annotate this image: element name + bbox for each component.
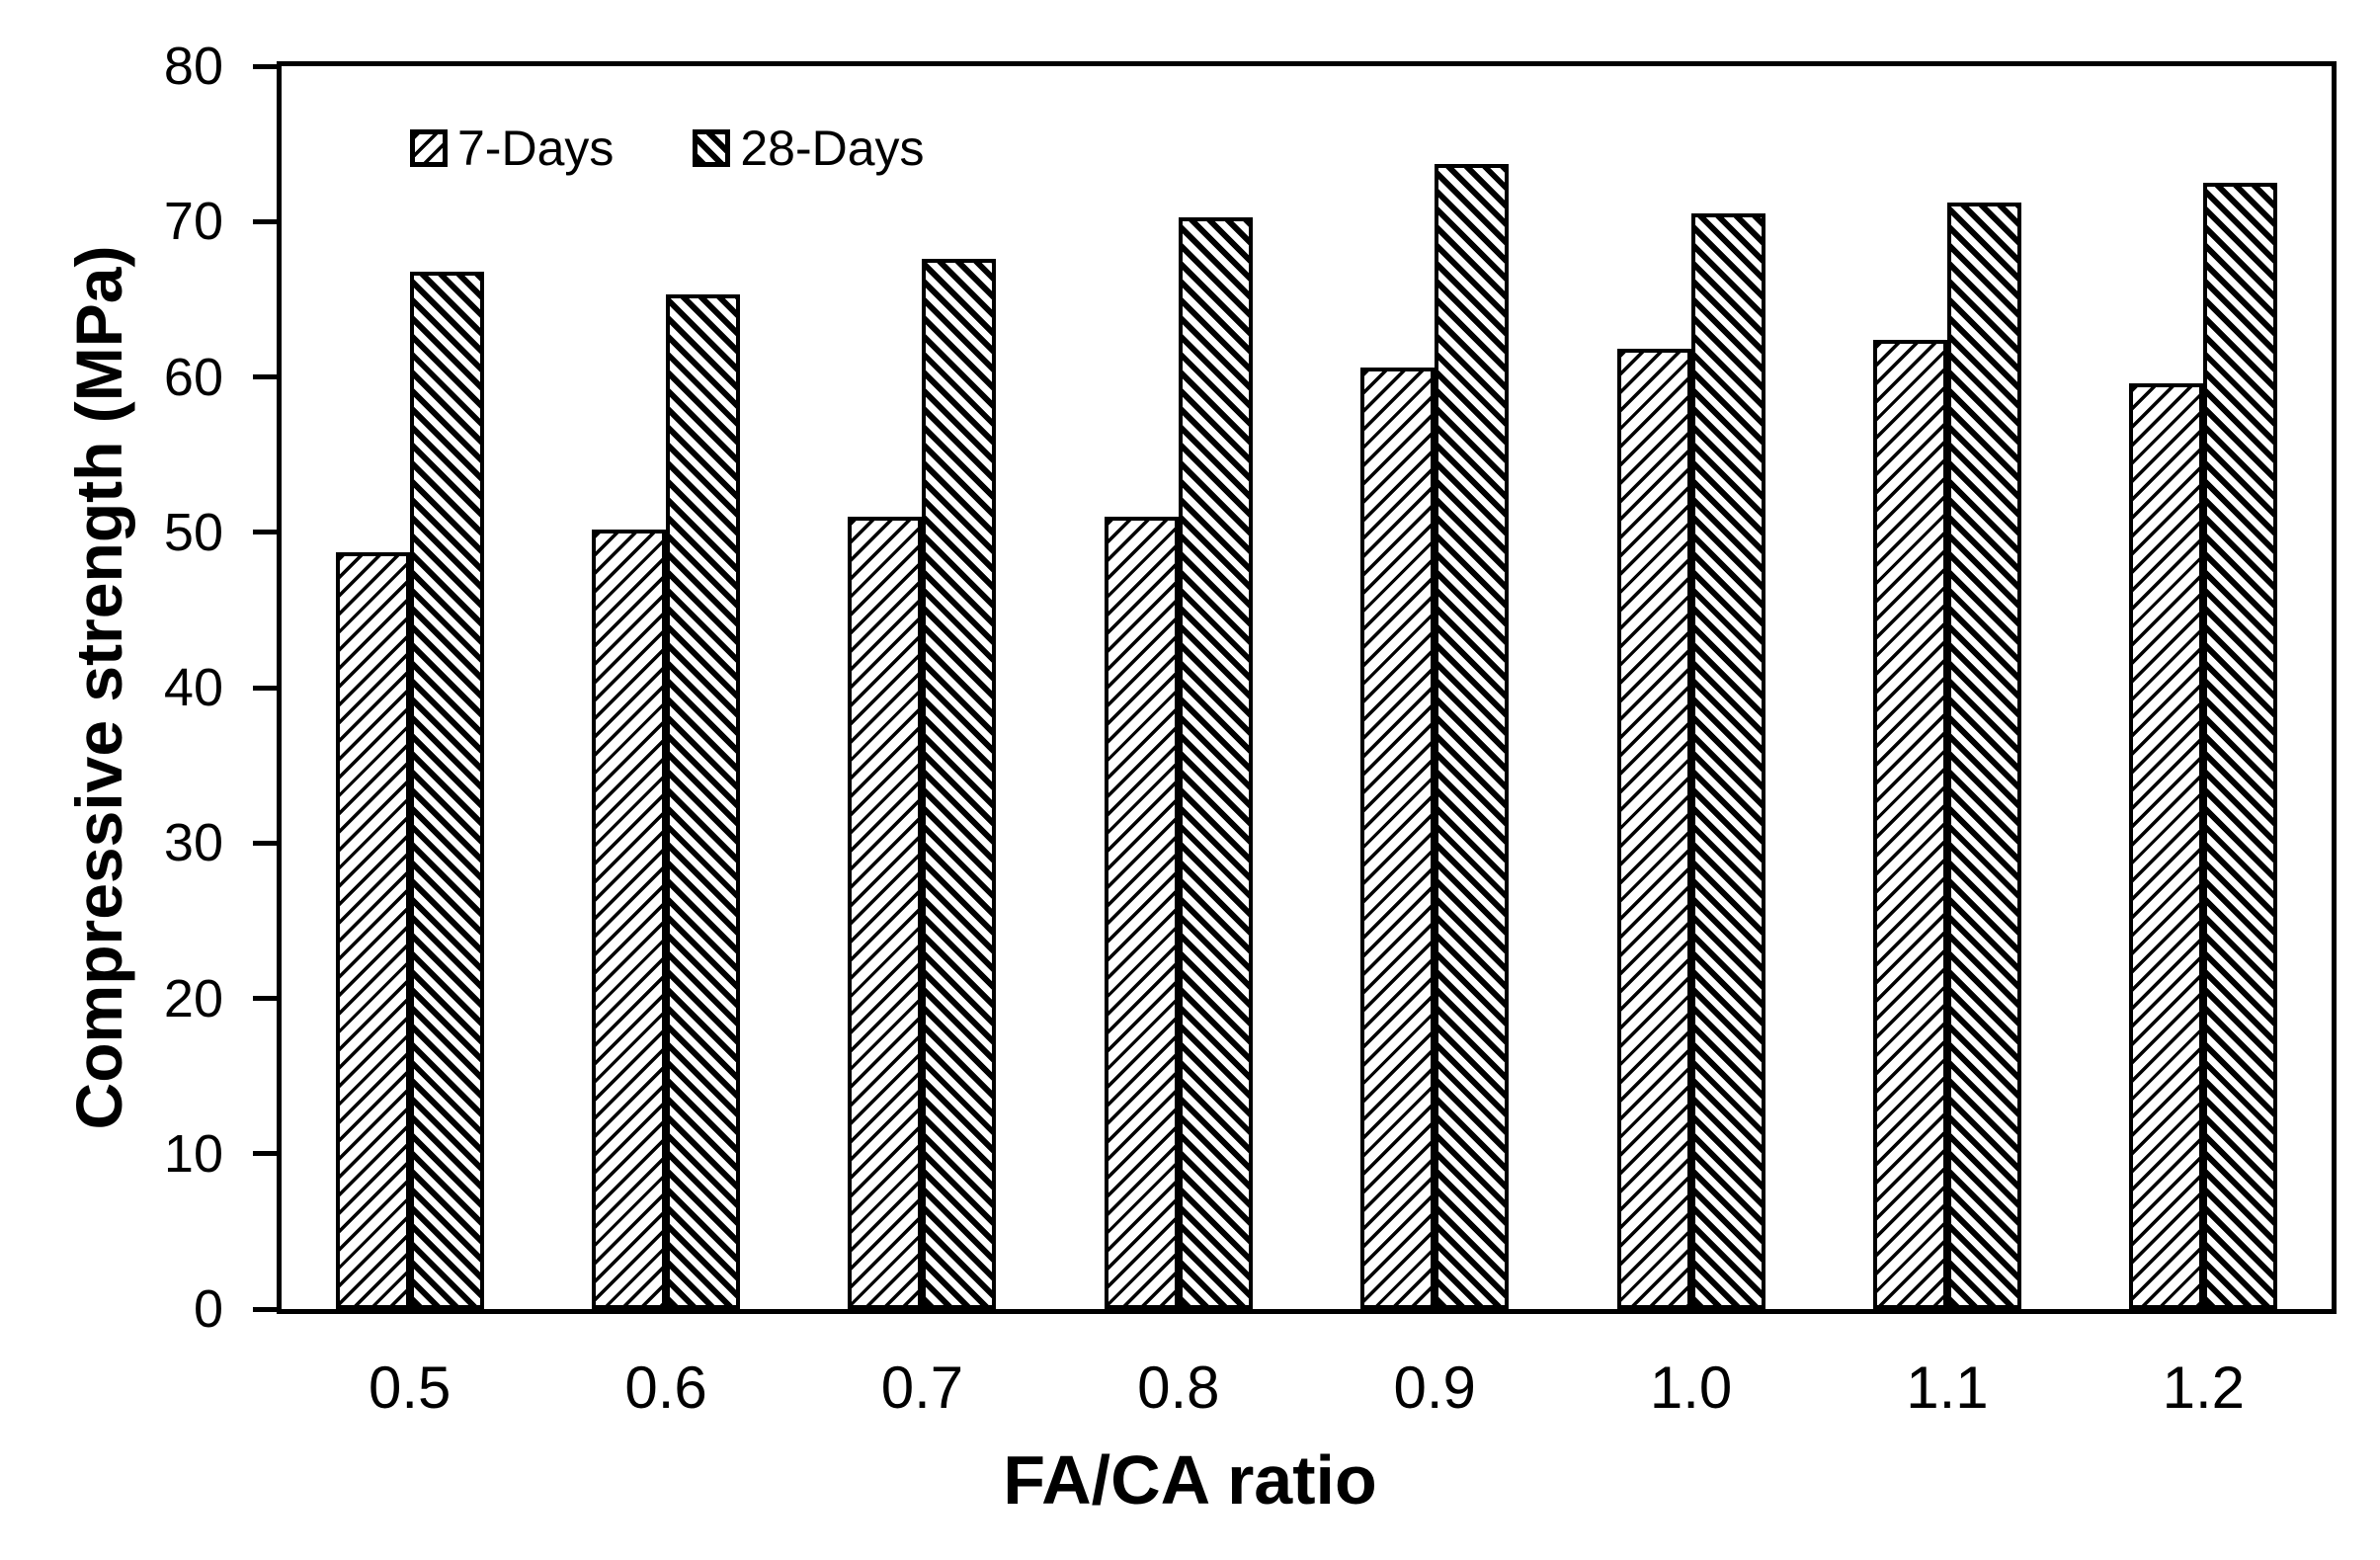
x-axis-tick-label-1.1: 1.1 bbox=[1906, 1355, 1989, 1421]
legend-item-7-days: 7-Days bbox=[410, 122, 614, 175]
bar-28-days-1.0 bbox=[1690, 213, 1765, 1309]
bar-28-days-1.1 bbox=[1946, 203, 2021, 1309]
plot-area: 7-Days 28-Days bbox=[277, 61, 2337, 1314]
x-axis-tick-label-0.7: 0.7 bbox=[880, 1355, 964, 1421]
x-axis-tick-label-0.9: 0.9 bbox=[1393, 1355, 1476, 1421]
x-axis-tick-label-0.8: 0.8 bbox=[1137, 1355, 1220, 1421]
bar-28-days-0.6 bbox=[666, 294, 741, 1309]
y-axis-tick-60 bbox=[253, 374, 277, 379]
bar-7-days-0.5 bbox=[335, 552, 410, 1309]
y-axis-tick-30 bbox=[253, 840, 277, 846]
y-axis-tick-80 bbox=[253, 63, 277, 69]
bar-28-days-0.7 bbox=[922, 259, 997, 1309]
bar-28-days-0.5 bbox=[409, 271, 484, 1309]
y-axis-tick-label-80: 80 bbox=[163, 37, 223, 96]
y-axis-tick-label-20: 20 bbox=[163, 968, 223, 1028]
x-axis-tick-label-0.6: 0.6 bbox=[624, 1355, 707, 1421]
y-axis-tick-70 bbox=[253, 218, 277, 224]
y-axis-tick-label-30: 30 bbox=[163, 813, 223, 873]
y-axis-tick-10 bbox=[253, 1151, 277, 1157]
y-axis-tick-20 bbox=[253, 996, 277, 1001]
y-axis-tick-40 bbox=[253, 685, 277, 691]
bar-7-days-0.6 bbox=[592, 529, 667, 1309]
forward-hatch-swatch-icon bbox=[410, 129, 448, 167]
legend-item-28-days: 28-Days bbox=[693, 121, 925, 176]
y-axis-tick-label-50: 50 bbox=[163, 502, 223, 562]
bar-7-days-1.0 bbox=[1616, 349, 1691, 1309]
x-axis-title: FA/CA ratio bbox=[1003, 1441, 1377, 1519]
bar-7-days-0.8 bbox=[1104, 517, 1179, 1309]
backward-hatch-swatch-icon bbox=[693, 129, 731, 167]
y-axis-tick-label-60: 60 bbox=[163, 347, 223, 407]
bar-7-days-1.1 bbox=[1872, 339, 1947, 1309]
bar-28-days-0.8 bbox=[1178, 216, 1253, 1309]
legend: 7-Days 28-Days bbox=[410, 122, 925, 175]
bar-28-days-0.9 bbox=[1435, 164, 1510, 1309]
y-axis-tick-label-70: 70 bbox=[163, 192, 223, 252]
legend-label-7-days: 7-Days bbox=[457, 121, 615, 176]
bars-layer bbox=[282, 66, 2332, 1309]
y-axis-tick-0 bbox=[253, 1306, 277, 1312]
bar-7-days-0.9 bbox=[1360, 368, 1436, 1309]
x-axis-tick-label-0.5: 0.5 bbox=[368, 1355, 451, 1421]
y-axis-tick-label-40: 40 bbox=[163, 658, 223, 717]
bar-7-days-1.2 bbox=[2129, 382, 2204, 1309]
bar-28-days-1.2 bbox=[2203, 182, 2278, 1309]
y-axis-tick-50 bbox=[253, 530, 277, 535]
y-axis-tick-label-0: 0 bbox=[193, 1279, 223, 1339]
bar-7-days-0.7 bbox=[848, 517, 923, 1309]
legend-label-28-days: 28-Days bbox=[740, 121, 925, 176]
x-axis-tick-label-1.0: 1.0 bbox=[1649, 1355, 1733, 1421]
x-axis-tick-label-1.2: 1.2 bbox=[2162, 1355, 2246, 1421]
y-axis-tick-label-10: 10 bbox=[163, 1123, 223, 1184]
